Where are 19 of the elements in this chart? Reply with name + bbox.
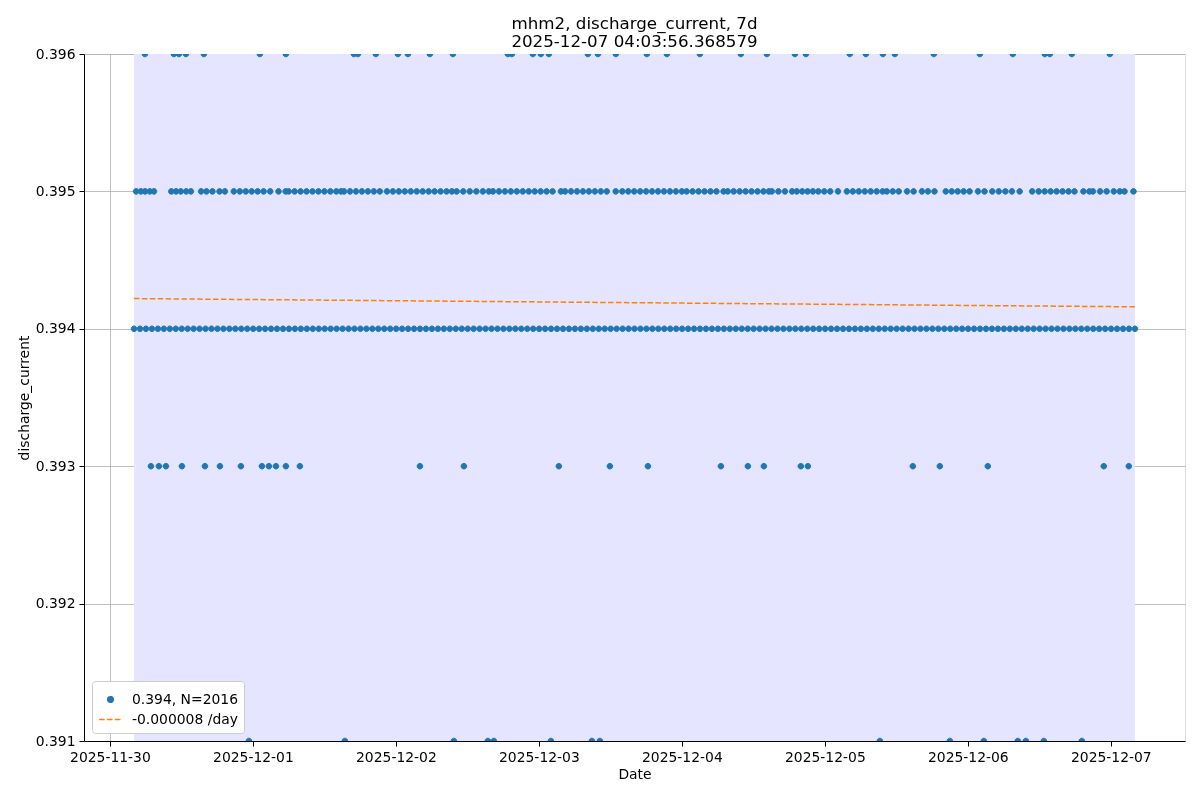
legend-label: 0.394, N=2016 [132, 690, 238, 707]
x-tick-label: 2025-12-05 [784, 748, 866, 765]
x-tick-label: 2025-12-07 [1070, 748, 1152, 765]
y-tick-label: 0.396 [35, 45, 76, 62]
y-tick-label: 0.395 [35, 182, 76, 199]
x-tick-label: 2025-12-03 [499, 748, 580, 765]
x-tick-label: 2025-12-01 [213, 748, 294, 765]
x-tick-label: 2025-12-06 [927, 748, 1009, 765]
y-tick-label: 0.393 [35, 457, 76, 474]
x-axis-title: Date [618, 766, 652, 783]
y-tick-label: 0.391 [35, 732, 76, 749]
y-axis-title: discharge_current [15, 335, 32, 461]
chart-title: mhm2, discharge_current, 7d [511, 12, 758, 34]
y-tick-label: 0.392 [35, 595, 76, 612]
x-tick-label: 2025-12-02 [356, 748, 437, 765]
x-tick-label: 2025-12-04 [642, 748, 723, 765]
y-tick-label: 0.394 [35, 320, 76, 337]
x-tick-label: 2025-11-30 [70, 748, 151, 765]
legend-label: -0.000008 /day [132, 710, 238, 727]
